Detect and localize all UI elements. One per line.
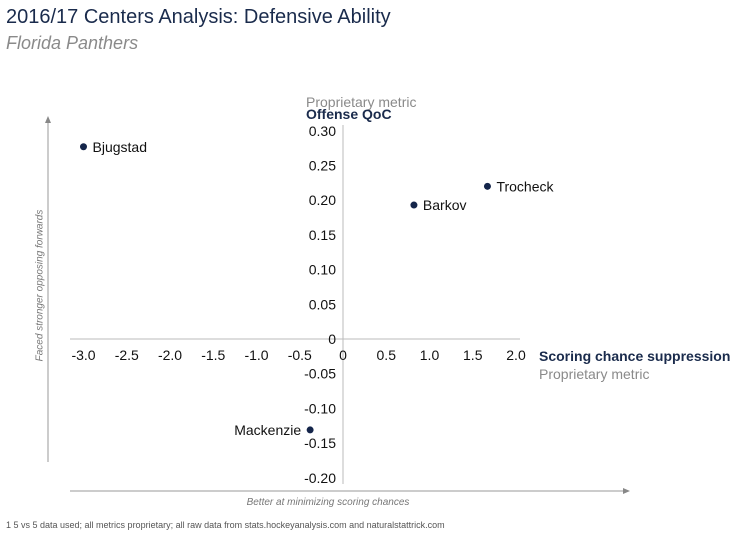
x-tick-label: 0 xyxy=(339,347,347,363)
x-tick-label: 1.0 xyxy=(420,347,440,363)
y-tick-label: -0.10 xyxy=(304,400,336,416)
x-tick-label: -1.5 xyxy=(201,347,225,363)
y-tick-label: 0 xyxy=(328,331,336,347)
y-tick-label: 0.05 xyxy=(309,296,336,312)
x-arrow-head xyxy=(623,488,630,494)
x-tick-label: -3.0 xyxy=(71,347,95,363)
x-annotation: Better at minimizing scoring chances xyxy=(246,497,410,508)
y-tick-label: -0.05 xyxy=(304,366,336,382)
y-axis-sublabel: Proprietary metric xyxy=(306,94,417,110)
y-tick-label: -0.20 xyxy=(304,470,336,486)
x-tick-label: 1.5 xyxy=(463,347,483,363)
x-tick-label: -0.5 xyxy=(288,347,312,363)
y-tick-label: 0.15 xyxy=(309,227,336,243)
x-tick-label: 0.5 xyxy=(377,347,397,363)
x-axis-label: Scoring chance suppression xyxy=(539,348,731,364)
y-axis-label: Offense QoC xyxy=(306,106,392,122)
footnote: 1 5 vs 5 data used; all metrics propriet… xyxy=(6,520,445,530)
y-tick-label: 0.20 xyxy=(309,192,336,208)
point-label: Bjugstad xyxy=(93,139,147,155)
chart-title: 2016/17 Centers Analysis: Defensive Abil… xyxy=(6,6,391,28)
x-tick-label: -1.0 xyxy=(244,347,268,363)
data-point xyxy=(80,143,87,151)
y-tick-label: 0.10 xyxy=(309,262,336,278)
point-label: Barkov xyxy=(423,197,467,213)
x-tick-label: -2.0 xyxy=(158,347,182,363)
y-tick-label: -0.15 xyxy=(304,435,336,451)
x-tick-label: 2.0 xyxy=(506,347,526,363)
point-label: Mackenzie xyxy=(234,422,301,438)
data-point xyxy=(483,182,491,190)
data-point xyxy=(306,426,314,434)
y-arrow-head xyxy=(45,116,51,123)
point-label: Trocheck xyxy=(496,178,554,194)
x-axis-sublabel: Proprietary metric xyxy=(539,366,650,382)
x-tick-label: -2.5 xyxy=(115,347,139,363)
chart-subtitle: Florida Panthers xyxy=(6,33,139,53)
y-tick-label: 0.25 xyxy=(309,158,336,174)
data-point xyxy=(410,201,418,209)
y-tick-label: 0.30 xyxy=(309,123,336,139)
